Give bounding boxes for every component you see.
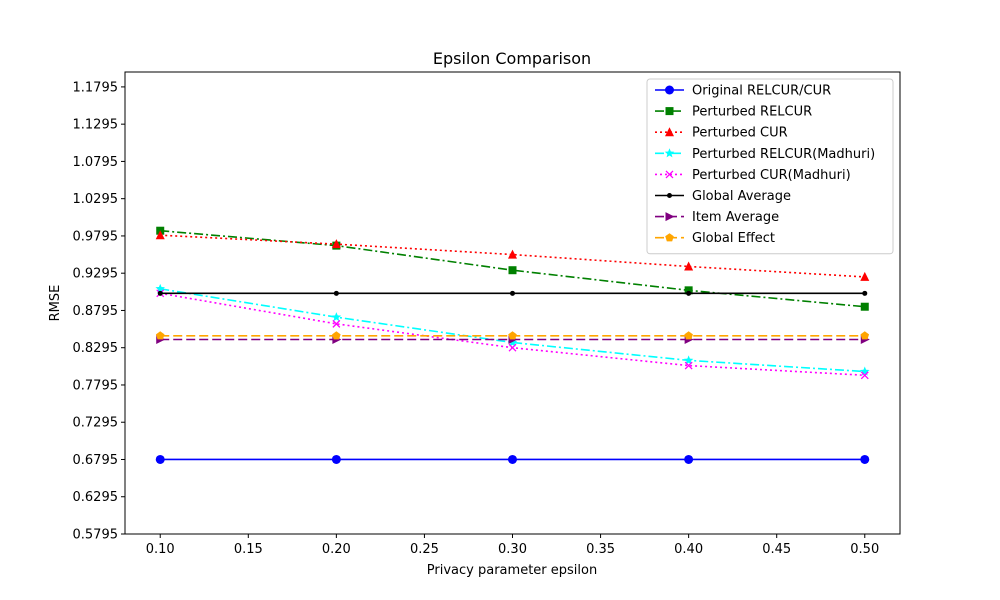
data-point bbox=[507, 337, 518, 347]
x-tick-label: 0.20 bbox=[322, 542, 351, 557]
data-point bbox=[508, 249, 517, 259]
legend-label: Global Average bbox=[692, 189, 791, 204]
x-tick-label: 0.25 bbox=[410, 542, 439, 557]
y-axis-label: RMSE bbox=[48, 285, 63, 322]
y-tick-label: 0.9795 bbox=[73, 229, 119, 244]
chart-title: Epsilon Comparison bbox=[433, 49, 591, 68]
legend-label: Perturbed CUR(Madhuri) bbox=[692, 168, 851, 183]
data-point bbox=[331, 312, 342, 322]
series-line bbox=[160, 229, 865, 308]
data-point bbox=[684, 286, 693, 295]
legend-label: Global Effect bbox=[692, 231, 775, 246]
x-tick-label: 0.10 bbox=[146, 542, 175, 557]
legend-item: Item Average bbox=[655, 210, 779, 225]
y-tick-label: 0.8795 bbox=[73, 304, 119, 319]
legend-marker bbox=[665, 85, 674, 95]
legend-item: Global Effect bbox=[655, 231, 775, 246]
data-point bbox=[331, 239, 341, 249]
series-line bbox=[160, 288, 865, 373]
legend-marker bbox=[665, 212, 675, 222]
data-point bbox=[860, 371, 869, 380]
y-tick-label: 0.9295 bbox=[73, 267, 119, 282]
legend-marker bbox=[664, 148, 675, 158]
x-axis-label: Privacy parameter epsilon bbox=[427, 563, 597, 578]
data-point bbox=[684, 454, 694, 464]
series-1 bbox=[155, 454, 870, 464]
legend-label: Original RELCUR/CUR bbox=[692, 84, 831, 99]
y-tick-label: 0.6795 bbox=[73, 453, 119, 468]
legend-marker bbox=[665, 127, 674, 137]
data-point bbox=[860, 331, 870, 340]
series-3 bbox=[155, 230, 870, 281]
legend-item: Perturbed CUR bbox=[655, 126, 788, 141]
y-tick-label: 0.5795 bbox=[73, 528, 119, 543]
data-point bbox=[860, 271, 870, 281]
series-4 bbox=[155, 283, 870, 376]
x-tick-label: 0.15 bbox=[234, 542, 263, 557]
y-tick-label: 0.6295 bbox=[73, 490, 119, 505]
series-8 bbox=[155, 331, 870, 340]
series-6 bbox=[157, 290, 868, 296]
x-tick-label: 0.35 bbox=[586, 542, 615, 557]
data-point bbox=[862, 290, 868, 296]
y-tick-label: 1.0295 bbox=[73, 192, 119, 207]
data-point bbox=[508, 454, 517, 464]
plot-frame bbox=[124, 71, 901, 535]
legend: Original RELCUR/CUR Perturbed RELCUR Pertu… bbox=[646, 78, 894, 255]
data-point bbox=[331, 454, 341, 464]
legend-item: Perturbed RELCUR(Madhuri) bbox=[655, 147, 875, 162]
data-point bbox=[860, 302, 869, 311]
data-point bbox=[860, 454, 870, 464]
data-point bbox=[155, 283, 165, 293]
x-tick-label: 0.40 bbox=[674, 542, 703, 557]
data-point bbox=[508, 266, 517, 275]
legend-label: Item Average bbox=[692, 210, 779, 225]
legend-marker bbox=[667, 193, 672, 198]
data-point bbox=[686, 290, 692, 296]
plot-series bbox=[155, 226, 870, 464]
data-point bbox=[332, 331, 341, 340]
data-point bbox=[157, 290, 163, 296]
data-point bbox=[684, 261, 694, 271]
y-tick-label: 1.0795 bbox=[73, 155, 119, 170]
legend-marker bbox=[665, 107, 674, 116]
data-point bbox=[508, 343, 517, 352]
data-point bbox=[860, 366, 870, 376]
legend-marker bbox=[665, 170, 674, 179]
legend-item: Original RELCUR/CUR bbox=[655, 84, 831, 99]
x-tick-label: 0.45 bbox=[762, 542, 791, 557]
data-point bbox=[683, 355, 694, 365]
y-tick-label: 0.7795 bbox=[73, 378, 119, 393]
data-point bbox=[155, 454, 165, 464]
legend-box bbox=[646, 78, 894, 255]
y-tick-label: 1.1295 bbox=[73, 118, 119, 133]
legend-label: Perturbed CUR bbox=[692, 126, 788, 141]
data-point bbox=[155, 230, 165, 240]
data-point bbox=[510, 290, 515, 296]
x-tick-label: 0.30 bbox=[498, 542, 527, 557]
legend-label: Perturbed RELCUR(Madhuri) bbox=[692, 147, 875, 162]
legend-marker bbox=[665, 233, 674, 242]
x-tick-label: 0.50 bbox=[850, 542, 879, 557]
legend-item: Perturbed RELCUR bbox=[655, 105, 812, 120]
data-point bbox=[155, 331, 165, 340]
y-tick-label: 0.7295 bbox=[73, 416, 119, 431]
data-point bbox=[333, 290, 339, 296]
legend-item: Perturbed CUR(Madhuri) bbox=[655, 168, 851, 183]
y-axis-ticks: 0.5795 0.6295 0.6795 0.7295 0.7795 0.8295 0.87… bbox=[73, 80, 125, 543]
y-tick-label: 1.1795 bbox=[73, 80, 119, 95]
data-point bbox=[508, 331, 517, 340]
legend-item: Global Average bbox=[655, 189, 791, 204]
series-5 bbox=[156, 289, 869, 380]
data-point bbox=[684, 361, 693, 370]
data-point bbox=[332, 319, 341, 328]
data-point bbox=[684, 331, 693, 340]
x-axis-ticks: 0.10 0.15 0.20 0.25 0.30 0.35 0.40 0.45 0.50 bbox=[146, 534, 879, 557]
y-tick-label: 0.8295 bbox=[73, 341, 119, 356]
legend-label: Perturbed RELCUR bbox=[692, 105, 812, 120]
